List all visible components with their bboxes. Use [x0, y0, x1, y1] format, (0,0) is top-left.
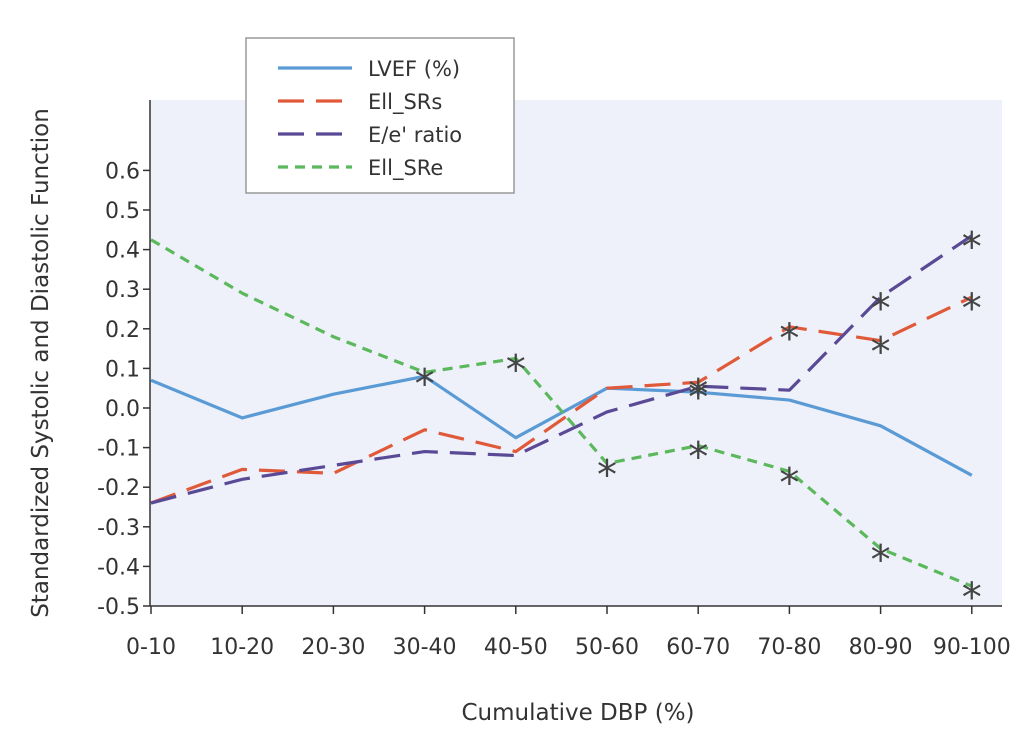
significance-marker: *: [688, 435, 708, 481]
significance-marker: *: [871, 330, 891, 376]
y-tick-label: 0.6: [105, 159, 140, 184]
legend-box: [245, 37, 515, 194]
significance-marker: *: [871, 538, 891, 584]
x-tick-label: 30-40: [393, 635, 457, 660]
y-axis-title: Standardized Systolic and Diastolic Func…: [28, 108, 54, 618]
x-tick-label: 60-70: [666, 635, 730, 660]
significance-marker: *: [779, 316, 799, 362]
significance-marker: *: [871, 286, 891, 332]
significance-marker: *: [779, 460, 799, 506]
x-axis-title: Cumulative DBP (%): [461, 700, 694, 726]
significance-marker: *: [962, 225, 982, 271]
legend-label: Ell_SRe: [368, 156, 443, 181]
significance-marker: *: [688, 375, 708, 421]
x-tick-label: 40-50: [484, 635, 548, 660]
y-tick-label: 0.3: [105, 278, 140, 303]
y-axis-ticks: -0.5 -0.4 -0.3 -0.2 -0.1 0.0 0.1 0.2 0.3 0.4 0.5 0.…: [97, 159, 150, 620]
y-tick-label: 0.0: [105, 397, 140, 422]
series-line-3: [150, 238, 973, 588]
y-tick-label: 0.5: [105, 199, 140, 224]
significance-marker: *: [962, 286, 982, 332]
legend: LVEF (%) Ell_SRs E/e' ratio Ell_SRe: [245, 37, 515, 194]
series-line-2: [150, 234, 973, 505]
x-tick-label: 90-100: [933, 635, 1010, 660]
significance-marker: *: [597, 452, 617, 498]
legend-label: Ell_SRs: [368, 90, 442, 115]
y-tick-label: 0.1: [105, 357, 140, 382]
legend-label: LVEF (%): [368, 57, 460, 81]
series-layer: [150, 234, 973, 588]
y-tick-label: -0.4: [97, 555, 140, 580]
significance-marker: *: [415, 361, 435, 407]
x-tick-label: 70-80: [757, 635, 821, 660]
significance-marker: *: [506, 348, 526, 394]
x-tick-label: 50-60: [575, 635, 639, 660]
significance-marker: *: [688, 371, 708, 417]
x-tick-label: 10-20: [210, 635, 274, 660]
y-tick-label: -0.5: [97, 595, 140, 620]
significance-marker: *: [962, 575, 982, 621]
x-tick-label: 0-10: [126, 635, 176, 660]
y-tick-label: -0.2: [97, 476, 140, 501]
x-axis-ticks: 0-10 10-20 20-30 30-40 40-50 50-60 60-70 70-80 8…: [126, 606, 1010, 660]
significance-markers: ** ****** ** ****: [415, 225, 982, 621]
y-tick-label: 0.4: [105, 239, 140, 264]
x-tick-label: 20-30: [301, 635, 365, 660]
y-tick-label: -0.3: [97, 516, 140, 541]
legend-label: E/e' ratio: [368, 123, 462, 147]
x-tick-label: 80-90: [849, 635, 913, 660]
y-tick-label: 0.2: [105, 318, 140, 343]
y-tick-label: -0.1: [97, 437, 140, 462]
series-line-1: [150, 295, 973, 505]
